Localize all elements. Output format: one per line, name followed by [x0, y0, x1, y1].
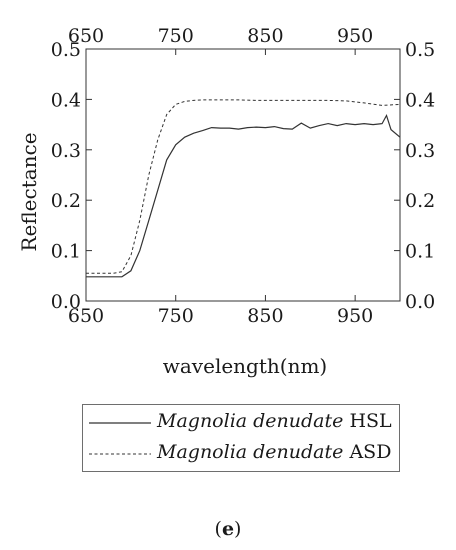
legend-source-hsl: HSL: [349, 410, 392, 432]
y-tick-label-left-3: 0.3: [51, 140, 81, 162]
series-line-hsl: [86, 113, 401, 278]
legend-item-asd: Magnolia denudate ASD: [83, 438, 399, 468]
y-tick-label-right-4: 0.4: [405, 89, 435, 111]
legend-solid-line-swatch: [89, 422, 151, 424]
figure-caption: (e): [0, 518, 456, 540]
x-tick-label-top-3: 950: [337, 25, 373, 47]
legend: Magnolia denudate HSL Magnolia denudate …: [82, 404, 400, 472]
y-tick-label-left-1: 0.1: [51, 241, 81, 263]
y-axis-title: Reflectance: [17, 132, 41, 251]
y-tick-label-left-0: 0.0: [51, 291, 81, 313]
x-tick-label-bottom-0: 650: [68, 305, 104, 327]
legend-source-asd: ASD: [349, 441, 392, 463]
x-tick-label-bottom-3: 950: [337, 305, 373, 327]
x-tick-label-top-0: 650: [68, 25, 104, 47]
reflectance-chart: Reflectance wavelength(nm) 650 650 750 750 8…: [17, 25, 435, 378]
y-tick-label-right-2: 0.2: [405, 190, 435, 212]
y-tick-label-left-4: 0.4: [51, 89, 81, 111]
legend-label-asd: Magnolia denudate ASD: [157, 441, 391, 463]
legend-label-hsl: Magnolia denudate HSL: [157, 410, 392, 432]
y-tick-label-right-1: 0.1: [405, 241, 435, 263]
y-tick-label-right-3: 0.3: [405, 140, 435, 162]
legend-dashed-line-swatch: [89, 453, 151, 455]
y-tick-label-right-0: 0.0: [405, 291, 435, 313]
x-axis-title: wavelength(nm): [163, 354, 327, 378]
x-tick-label-top-1: 750: [158, 25, 194, 47]
x-tick-label-bottom-1: 750: [158, 305, 194, 327]
series-line-asd: [86, 99, 401, 274]
legend-item-hsl: Magnolia denudate HSL: [83, 407, 399, 437]
caption-open-paren: (: [214, 518, 222, 540]
x-tick-label-bottom-2: 850: [247, 305, 283, 327]
x-tick-label-top-2: 850: [247, 25, 283, 47]
caption-letter: e: [221, 518, 235, 540]
y-tick-label-right-5: 0.5: [405, 39, 435, 61]
y-tick-label-left-5: 0.5: [51, 39, 81, 61]
y-tick-label-left-2: 0.2: [51, 190, 81, 212]
caption-close-paren: ): [234, 518, 242, 540]
legend-species-asd: Magnolia denudate: [157, 441, 344, 463]
plot-frame: [85, 48, 401, 302]
legend-species-hsl: Magnolia denudate: [157, 410, 344, 432]
